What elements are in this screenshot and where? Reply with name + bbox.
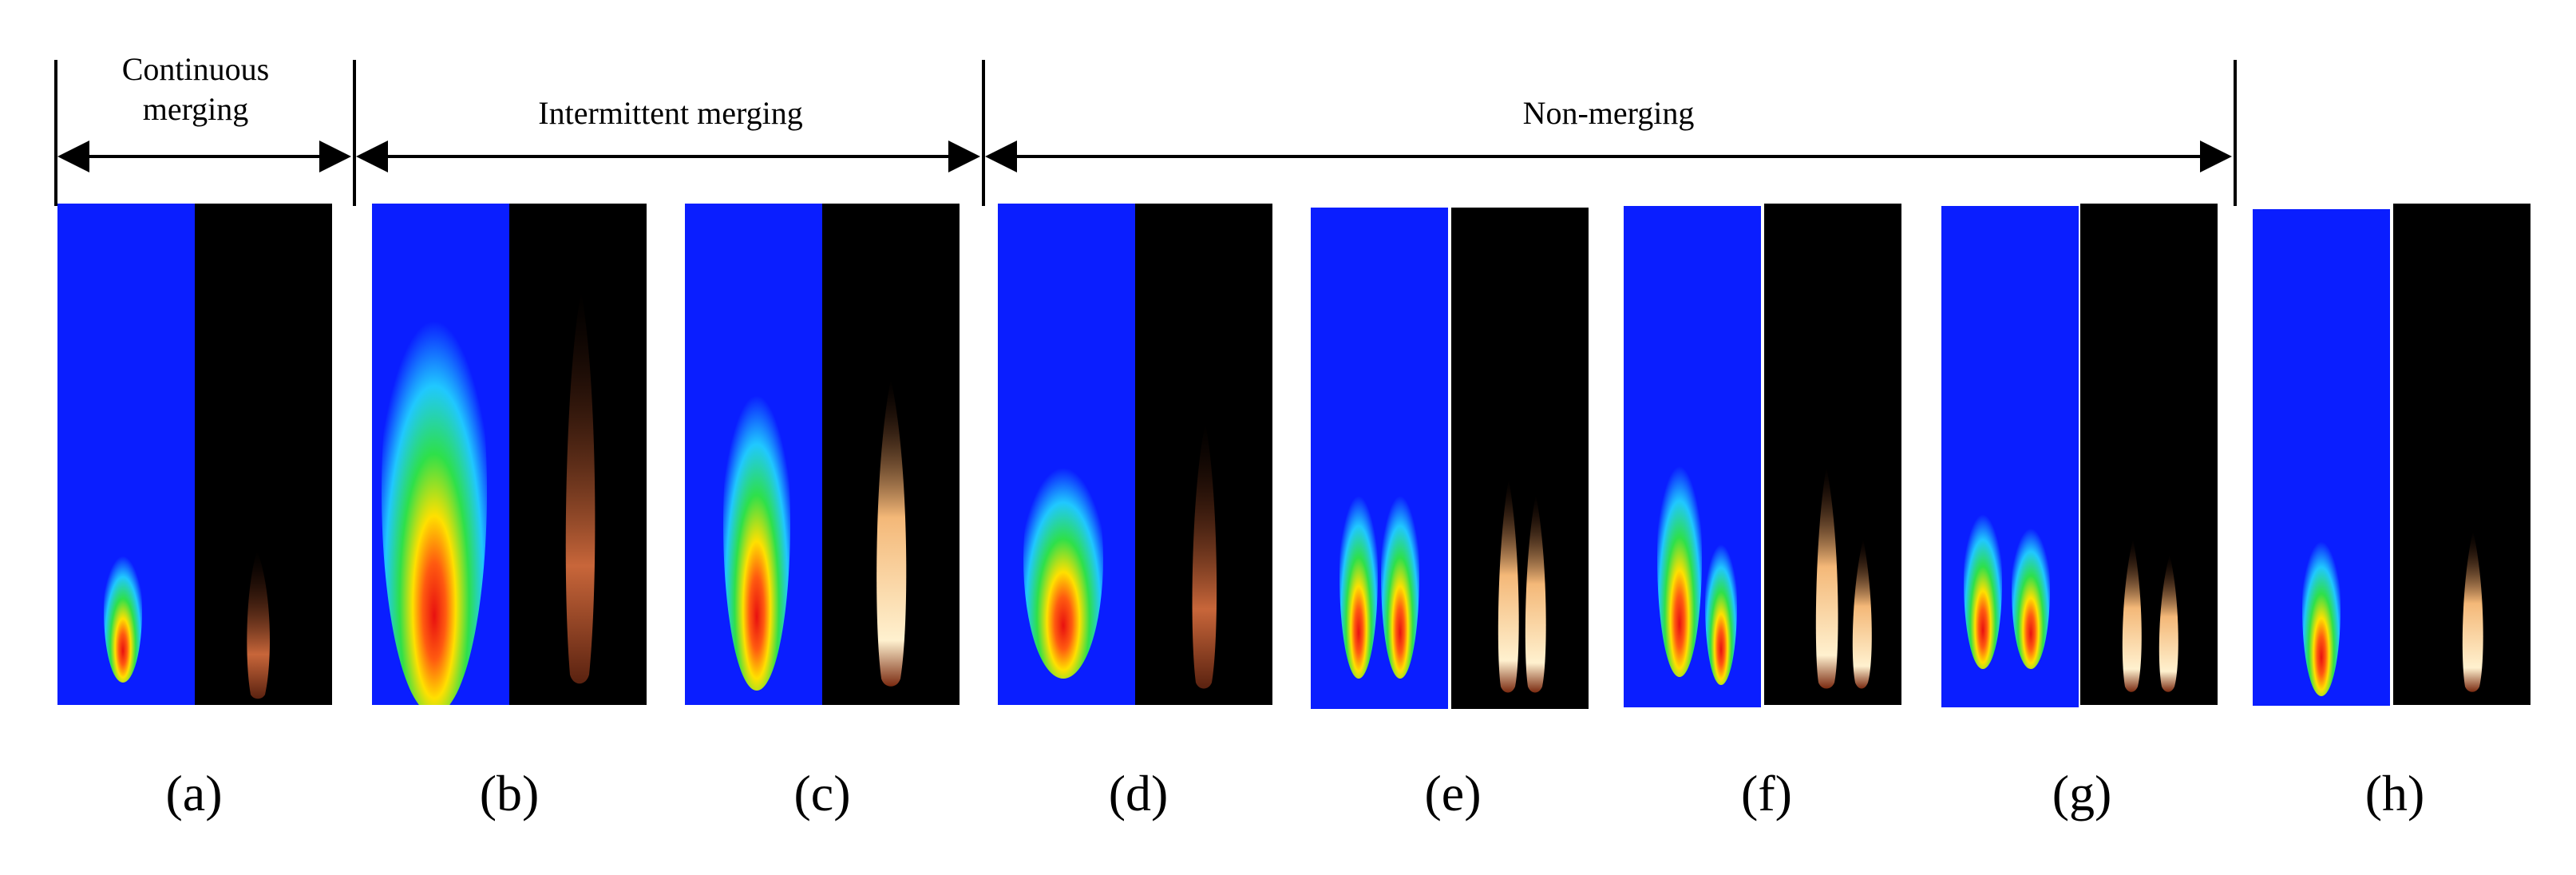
panel-caption-g: (g) xyxy=(2052,765,2112,822)
regime-label-continuous-line1: Continuous xyxy=(121,51,270,87)
panel-a-flame-photo xyxy=(195,204,332,705)
panel-b-flame-photo xyxy=(509,204,647,705)
panel-g-contour-image xyxy=(1941,206,2079,707)
regime-arrows xyxy=(54,60,2237,206)
panel-c-contour-image xyxy=(685,204,822,705)
regime-label-continuous-line2: merging xyxy=(142,91,249,127)
panel-b-contour-image xyxy=(372,204,509,705)
panel-g-flame-photo xyxy=(2080,204,2218,705)
panel-caption-h: (h) xyxy=(2364,765,2425,822)
panel-e-contour-image xyxy=(1311,208,1448,709)
panel-d-contour-image xyxy=(998,204,1135,705)
regime-label-continuous: Continuous merging xyxy=(48,49,343,129)
panel-a-contour-image xyxy=(57,204,195,705)
regime-label-non-merging: Non-merging xyxy=(1522,95,1695,131)
regime-label-intermittent: Intermittent merging xyxy=(538,95,803,131)
panel-caption-d: (d) xyxy=(1108,765,1169,822)
panel-e-flame-photo xyxy=(1451,208,1589,709)
panel-f-flame-photo xyxy=(1764,204,1901,705)
panel-h-contour-image xyxy=(2253,209,2390,706)
panel-caption-e: (e) xyxy=(1424,765,1482,822)
panel-caption-f: (f) xyxy=(1741,765,1792,822)
panel-caption-a: (a) xyxy=(165,765,223,822)
panel-d-flame-photo xyxy=(1135,204,1272,705)
panel-c-flame-photo xyxy=(822,204,960,705)
panel-f-contour-image xyxy=(1624,206,1761,707)
panel-caption-b: (b) xyxy=(479,765,540,822)
panel-caption-c: (c) xyxy=(793,765,851,822)
panel-h-flame-photo xyxy=(2393,204,2530,705)
